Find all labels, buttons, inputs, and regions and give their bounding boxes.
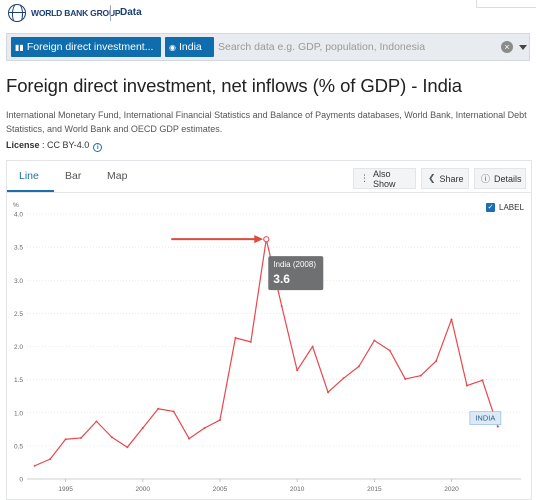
x-tick-label: 2020 [444,486,459,493]
data-point [80,437,82,439]
data-point [142,427,144,429]
y-axis-unit-label: % [13,202,19,209]
y-tick-label: 1.0 [14,410,23,417]
data-point [497,426,499,428]
license-label: License [6,140,40,150]
data-point [49,458,51,460]
clear-icon[interactable]: × [501,41,513,53]
x-tick-label: 2005 [213,486,228,493]
search-bar: ▮▮ Foreign direct investment... ◉ India … [6,33,530,61]
data-point [389,349,391,351]
data-point [250,341,252,343]
section-link-data[interactable]: Data [120,7,142,18]
data-point [65,438,67,440]
y-tick-label: 2.0 [14,344,23,351]
page-title: Foreign direct investment, net inflows (… [6,75,462,97]
chart-card: Line Bar Map ⋮ Also Show ❮ Share ⓘ Detai… [6,160,532,500]
indicator-chip-label: Foreign direct investment... [27,41,154,53]
series-end-label: INDIA [475,414,495,423]
y-tick-label: 4.0 [14,212,23,219]
data-point [234,337,236,339]
data-point [219,419,221,421]
data-point [296,369,298,371]
data-point [327,391,329,393]
chevron-down-icon[interactable] [519,45,527,50]
indicator-chip[interactable]: ▮▮ Foreign direct investment... [11,37,161,57]
header-corner-tab [476,0,536,8]
tooltip-value: 3.6 [273,272,290,286]
data-point [204,427,206,429]
x-tick-label: 2010 [290,486,305,493]
license-value: : CC BY-4.0 [40,140,90,150]
logo-text: WORLD BANK GROUP [31,8,120,18]
data-point [188,438,190,440]
data-point [281,305,283,307]
series-line-india [35,239,498,466]
x-tick-label: 2015 [367,486,382,493]
data-point [481,379,483,381]
bar-chart-icon: ▮▮ [15,43,24,52]
map-pin-icon: ◉ [169,43,176,52]
data-point [358,365,360,367]
y-tick-label: 3.5 [14,245,23,252]
source-text: International Monetary Fund, Internation… [6,108,536,136]
search-input[interactable] [216,37,496,57]
data-point [95,420,97,422]
data-point [111,436,113,438]
y-tick-label: 0.5 [14,443,23,450]
data-point [373,340,375,342]
data-point [126,446,128,448]
globe-icon [8,4,26,22]
data-point [173,410,175,412]
data-point [420,375,422,377]
y-tick-label: 1.5 [14,377,23,384]
data-point [451,318,453,320]
line-chart: % 0 0.5 1.0 1.5 2.0 2.5 3.0 3.5 4.0 1995 2000 2005 20… [7,161,531,499]
x-tick-label: 2000 [136,486,151,493]
world-bank-logo[interactable]: WORLD BANK GROUP [8,4,120,22]
country-chip[interactable]: ◉ India [165,37,214,57]
tooltip-title: India (2008) [273,260,316,269]
header-divider [110,5,111,21]
annotation-arrow-head [254,235,263,243]
y-tick-label: 2.5 [14,311,23,318]
top-header: WORLD BANK GROUP Data [0,0,536,28]
country-chip-label: India [179,41,202,53]
data-point [435,360,437,362]
x-tick-label: 1995 [58,486,73,493]
y-tick-label: 3.0 [14,278,23,285]
data-point [34,465,36,467]
y-tick-label: 0 [19,477,23,484]
data-point [342,377,344,379]
info-icon[interactable]: i [93,143,102,152]
highlighted-point [264,237,269,242]
data-point [466,385,468,387]
data-point [157,408,159,410]
data-point [312,346,314,348]
license-line: License : CC BY-4.0 i [6,140,102,152]
data-point [404,378,406,380]
